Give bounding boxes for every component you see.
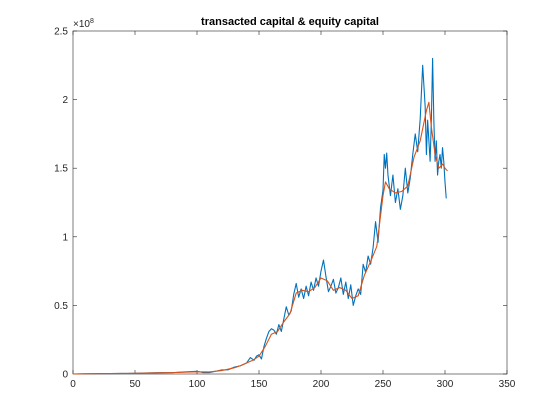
x-tick-label: 150 [251,379,268,390]
axes-box [72,30,508,375]
x-tick-label: 200 [313,379,330,390]
y-exponent-power: 8 [90,18,94,25]
plot-area: 0 50 100 150 200 250 300 350 0 0.5 1 1.5 2 2.5 ×108 [54,18,516,390]
y-tick-label: 2.5 [54,27,68,38]
series-line-2 [72,101,448,375]
chart-title: transacted capital & equity capital [201,16,379,28]
y-exponent-label: ×108 [73,18,94,30]
y-tick-label: 1 [62,232,68,243]
x-tick-label: 350 [499,379,516,390]
y-tick-label: 0.5 [54,301,68,312]
x-tick-label: 300 [437,379,454,390]
y-tick-label: 2 [62,95,68,106]
x-tick-label: 250 [375,379,392,390]
x-tick-label: 100 [189,379,206,390]
x-tick-label: 0 [70,379,76,390]
y-tick-label: 0 [62,370,68,381]
x-tick-label: 50 [129,379,141,390]
y-tick-label: 1.5 [54,164,68,175]
